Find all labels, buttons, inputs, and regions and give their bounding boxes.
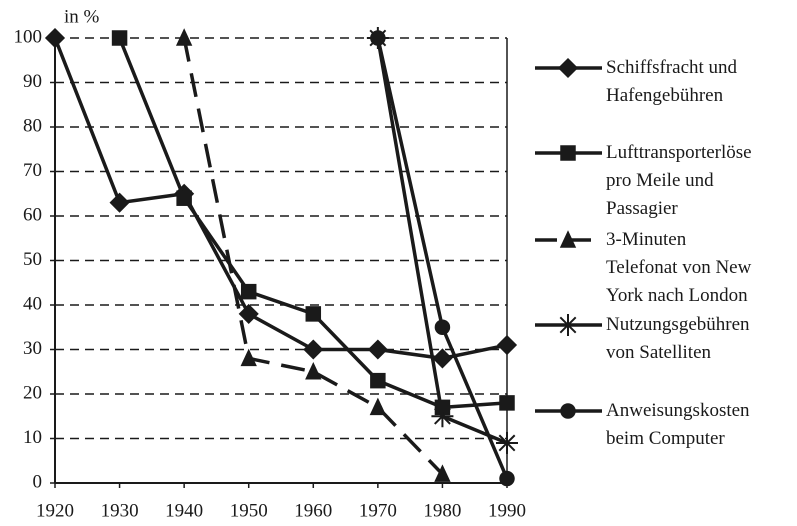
marker	[431, 405, 454, 428]
legend-label: 3-Minuten Telefonat von New York nach Lo…	[606, 229, 752, 306]
marker	[240, 283, 257, 300]
marker	[305, 361, 322, 380]
marker	[44, 27, 66, 49]
marker	[557, 314, 579, 336]
x-tick-label: 1990	[488, 500, 526, 521]
x-tick-label: 1950	[230, 500, 268, 521]
marker	[370, 30, 386, 46]
marker-stroke	[434, 407, 451, 425]
marker	[109, 192, 130, 213]
series-line	[182, 37, 444, 476]
legend-label: Nutzungsgebühren von Satelliten	[606, 314, 750, 363]
marker	[303, 339, 324, 360]
y-tick-label: 30	[23, 338, 42, 359]
y-tick-label: 70	[23, 160, 42, 181]
legend-label: Lufttransporterlöse pro Meile und Passag…	[606, 142, 752, 219]
y-tick-label: 100	[14, 26, 43, 47]
marker	[175, 28, 193, 46]
legend-label: Schiffsfracht und Hafengebühren	[606, 57, 738, 106]
x-tick-label: 1930	[101, 500, 139, 521]
marker	[560, 403, 576, 419]
marker	[370, 372, 386, 389]
marker-stroke	[559, 316, 577, 334]
legend-label: Anweisungskosten beim Computer	[606, 400, 750, 449]
y-axis-label: in %	[64, 6, 100, 27]
marker	[238, 303, 259, 324]
x-tick-label: 1920	[36, 500, 74, 521]
y-tick-label: 90	[23, 71, 42, 92]
y-tick-label: 40	[23, 293, 42, 314]
x-tick-label: 1980	[423, 500, 461, 521]
x-tick-label: 1940	[165, 500, 203, 521]
x-tick-label: 1960	[294, 500, 332, 521]
marker	[496, 431, 518, 454]
y-tick-label: 20	[23, 382, 42, 403]
marker	[367, 339, 388, 360]
marker	[176, 190, 192, 206]
marker	[499, 395, 515, 411]
x-tick-label: 1970	[359, 500, 397, 521]
marker	[111, 30, 128, 46]
marker-stroke	[498, 434, 516, 452]
marker	[432, 348, 453, 369]
y-tick-label: 50	[23, 249, 42, 270]
y-tick-label: 80	[23, 115, 42, 136]
y-tick-label: 60	[23, 204, 42, 225]
marker	[240, 348, 257, 367]
y-tick-label: 0	[33, 471, 43, 492]
marker	[499, 470, 515, 487]
marker	[369, 397, 387, 416]
series-line	[376, 37, 508, 445]
marker	[560, 145, 576, 161]
marker	[434, 464, 451, 482]
marker	[557, 57, 579, 79]
marker	[559, 230, 577, 248]
marker	[434, 319, 451, 335]
y-tick-label: 10	[23, 427, 42, 448]
marker	[305, 306, 322, 322]
marker	[496, 334, 518, 356]
